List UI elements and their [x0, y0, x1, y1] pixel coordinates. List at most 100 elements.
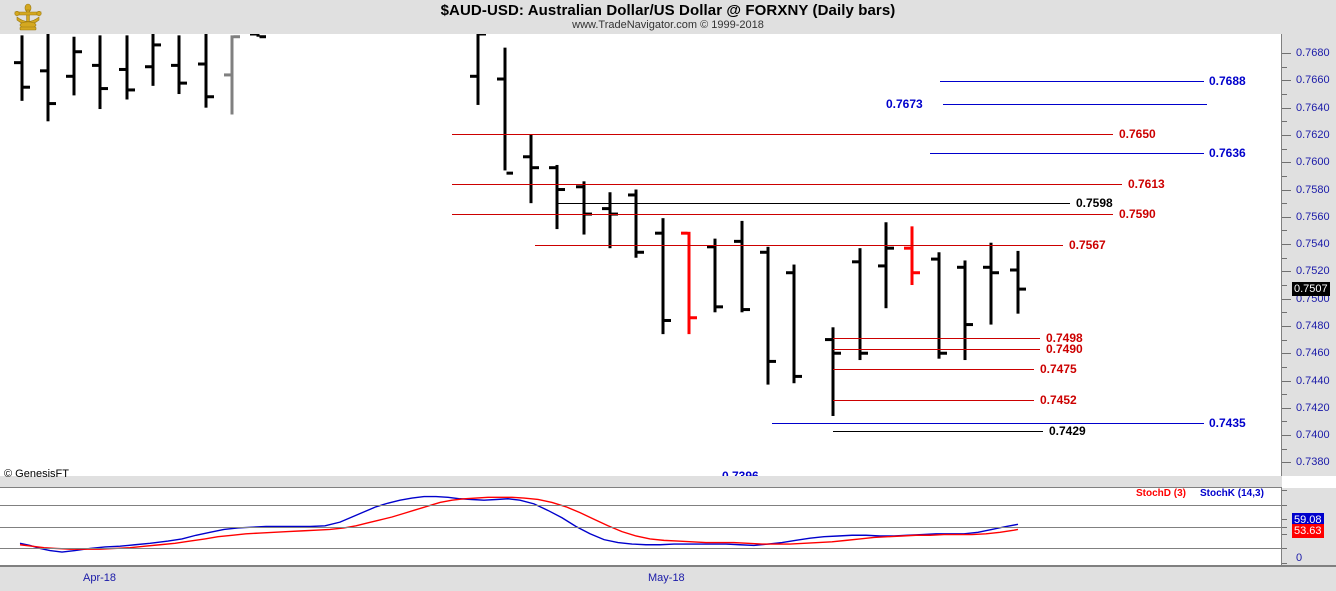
axis-minor-tick — [1282, 312, 1287, 314]
price-chart-pane[interactable]: 0.7688 0.7673 0.7650 0.7636 0.7613 0.7598 0.75… — [0, 34, 1282, 476]
price-level-line[interactable] — [452, 134, 1113, 135]
price-level-line[interactable] — [833, 369, 1034, 370]
price-level-label: 0.7475 — [1040, 362, 1077, 376]
price-level-label: 0.7688 — [1209, 74, 1246, 88]
current-price-marker: 0.7507 — [1292, 282, 1330, 297]
price-level-line[interactable] — [833, 431, 1043, 432]
axis-minor-tick — [1282, 285, 1287, 286]
price-level-line[interactable] — [833, 400, 1034, 401]
axis-tick — [1282, 325, 1291, 327]
axis-tick — [1282, 353, 1291, 355]
axis-minor-tick — [1282, 121, 1287, 123]
price-level-line[interactable] — [772, 423, 1204, 424]
price-level-label: 0.7673 — [886, 97, 923, 111]
price-axis-label: 0.7580 — [1296, 183, 1330, 196]
axis-minor-tick — [1282, 257, 1287, 259]
ohlc-bar — [224, 35, 240, 115]
price-level-label: 0.7590 — [1119, 207, 1156, 221]
ohlc-bar — [250, 34, 266, 39]
ohlc-bar — [602, 192, 618, 249]
indicator-axis-tick — [1282, 563, 1287, 564]
ohlc-bar — [549, 164, 565, 230]
ohlc-bar — [878, 222, 894, 309]
indicator-level-line — [0, 504, 1281, 506]
ohlc-bar — [523, 134, 539, 204]
ohlc-bar — [145, 34, 161, 86]
indicator-axis-tick — [1282, 548, 1287, 550]
price-level-line[interactable] — [930, 153, 1204, 154]
axis-tick — [1282, 407, 1291, 409]
indicator-level-line — [0, 526, 1281, 528]
indicator-axis-tick — [1282, 490, 1287, 491]
price-level-line[interactable] — [452, 184, 1122, 185]
indicator-line — [19, 495, 1019, 553]
price-axis-label: 0.7400 — [1296, 429, 1330, 442]
axis-minor-tick — [1282, 175, 1287, 177]
axis-tick — [1282, 298, 1291, 300]
price-level-label: 0.7613 — [1128, 177, 1165, 191]
axis-minor-tick — [1282, 366, 1287, 368]
price-axis-label: 0.7440 — [1296, 374, 1330, 387]
chart-subtitle: www.TradeNavigator.com © 1999-2018 — [572, 19, 764, 31]
axis-tick — [1282, 80, 1291, 82]
ohlc-bar — [1010, 250, 1026, 314]
axis-tick — [1282, 380, 1291, 382]
price-level-label: 0.7567 — [1069, 238, 1106, 252]
ohlc-bar — [40, 34, 56, 122]
ohlc-bar — [825, 327, 841, 416]
ohlc-bars-layer — [14, 34, 1026, 416]
price-axis[interactable]: 0.7680 0.7660 0.7640 0.7620 0.7600 0.7580 0.75… — [1282, 34, 1336, 476]
chart-header: $AUD-USD: Australian Dollar/US Dollar @ … — [0, 0, 1336, 34]
axis-tick — [1282, 107, 1291, 109]
price-axis-label: 0.7560 — [1296, 210, 1330, 223]
price-level-label: 0.7429 — [1049, 424, 1086, 438]
price-level-line[interactable] — [943, 104, 1207, 105]
axis-minor-tick — [1282, 339, 1287, 341]
ohlc-bar — [198, 34, 214, 108]
indicator-legend-item[interactable]: StochD (3) — [1136, 488, 1186, 499]
price-axis-label: 0.7660 — [1296, 74, 1330, 87]
price-level-label: 0.7435 — [1209, 416, 1246, 430]
ohlc-bar — [655, 218, 671, 335]
ohlc-bar — [470, 34, 486, 105]
price-level-line[interactable] — [452, 214, 1113, 215]
ohlc-bar — [119, 35, 135, 100]
stochastic-lines-layer — [19, 495, 1019, 553]
axis-tick — [1282, 271, 1291, 273]
ohlc-bar — [92, 35, 108, 110]
ohlc-bar — [983, 242, 999, 325]
price-level-line[interactable] — [833, 338, 1040, 339]
axis-tick — [1282, 53, 1291, 55]
price-level-label: 0.7452 — [1040, 393, 1077, 407]
ohlc-bar — [931, 252, 947, 359]
stochk-value-badge: 59.08 — [1292, 512, 1324, 527]
price-level-line[interactable] — [535, 245, 1063, 246]
indicator-axis-tick — [1282, 519, 1287, 521]
ohlc-bar — [904, 226, 920, 286]
axis-tick — [1282, 462, 1291, 464]
axis-tick — [1282, 435, 1291, 437]
axis-tick — [1282, 189, 1291, 191]
indicator-level-line — [0, 548, 1281, 550]
indicator-legend-item[interactable]: StochK (14,3) — [1200, 488, 1264, 499]
indicator-axis[interactable]: 59.08 53.63 0 — [1282, 488, 1336, 565]
ohlc-bar — [497, 47, 513, 175]
price-axis-label: 0.7620 — [1296, 128, 1330, 141]
axis-minor-tick — [1282, 230, 1287, 232]
axis-minor-tick — [1282, 94, 1287, 96]
time-axis-label: Apr-18 — [83, 572, 117, 584]
stochastic-indicator-pane[interactable]: StochD (3) StochK (14,3) — [0, 488, 1282, 565]
ohlc-bar — [760, 246, 776, 385]
price-level-line[interactable] — [833, 349, 1040, 350]
price-axis-label: 0.7380 — [1296, 456, 1330, 469]
price-level-line[interactable] — [556, 203, 1070, 204]
axis-minor-tick — [1282, 448, 1287, 450]
time-axis[interactable]: Apr-18 May-18 — [0, 565, 1336, 591]
price-level-label: 0.7636 — [1209, 146, 1246, 160]
price-level-line[interactable] — [940, 81, 1204, 82]
axis-minor-tick — [1282, 203, 1287, 205]
ohlc-bar — [681, 231, 697, 335]
indicator-axis-tick — [1282, 533, 1287, 535]
page-title: $AUD-USD: Australian Dollar/US Dollar @ … — [440, 2, 896, 19]
